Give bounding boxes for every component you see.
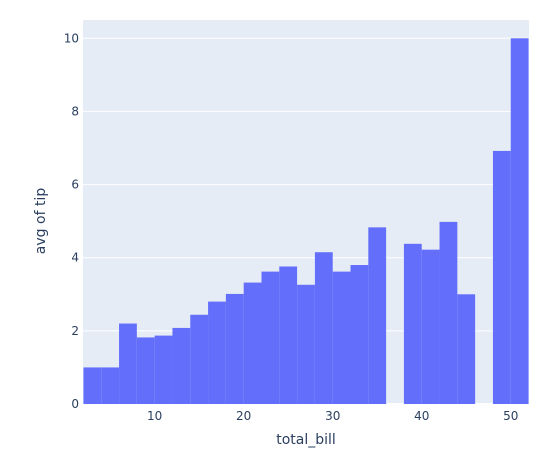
y-tick-label: 8 [71, 104, 79, 118]
histogram-bar [492, 150, 511, 404]
x-tick-labels: 10 20 30 40 50 [147, 409, 518, 423]
y-tick-label: 2 [71, 324, 79, 338]
histogram-bar [510, 38, 529, 405]
y-tick-label: 6 [71, 178, 79, 192]
histogram-bar [297, 284, 315, 404]
histogram-bar [83, 367, 102, 404]
histogram-bar [457, 294, 476, 404]
histogram-bar [172, 327, 191, 404]
histogram-bar [279, 266, 298, 404]
histogram-bar [403, 243, 422, 404]
x-tick-label: 20 [236, 409, 251, 423]
y-tick-label: 0 [71, 397, 79, 411]
histogram-bar [208, 301, 226, 404]
x-tick-label: 30 [325, 409, 340, 423]
histogram-bar [225, 293, 244, 404]
histogram-bar [314, 252, 333, 404]
bars [83, 38, 529, 405]
histogram-bar [101, 367, 120, 404]
histogram-bar [368, 227, 387, 404]
x-tick-label: 40 [414, 409, 429, 423]
histogram-bar [119, 323, 137, 404]
x-axis-title: total_bill [276, 432, 336, 448]
histogram-bar [261, 271, 280, 404]
histogram-bar [154, 335, 173, 404]
histogram-bar [439, 221, 458, 404]
histogram-bar [136, 337, 155, 404]
histogram-bar [350, 265, 369, 404]
histogram-bar [243, 282, 262, 404]
y-tick-label: 10 [64, 31, 79, 45]
histogram-bar [332, 271, 351, 404]
y-axis-title: avg of tip [33, 188, 49, 255]
histogram-bar [190, 314, 209, 404]
y-tick-labels: 0 2 4 6 8 10 [64, 31, 79, 411]
y-tick-label: 4 [71, 251, 79, 265]
histogram-bar [421, 249, 440, 404]
x-tick-label: 50 [503, 409, 518, 423]
x-tick-label: 10 [147, 409, 162, 423]
